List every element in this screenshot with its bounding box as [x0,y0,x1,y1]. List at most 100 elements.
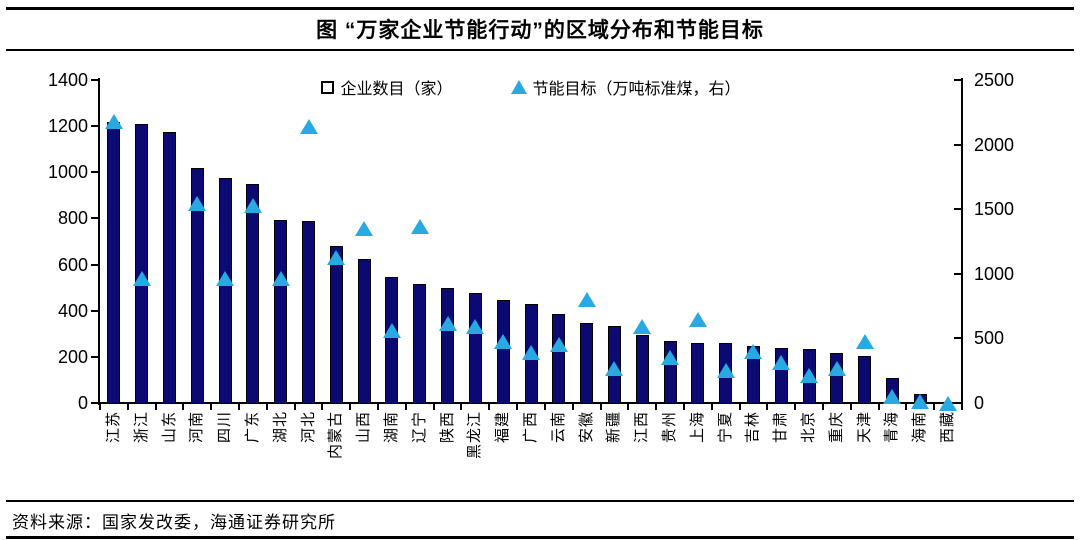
marker-辽宁 [410,219,429,235]
x-label-海南: 海南 [911,411,929,444]
marker-西藏 [939,395,958,411]
bar-江西 [635,334,649,403]
marker-黑龙江 [466,319,485,335]
marker-湖南 [382,322,401,338]
x-label-安徽: 安徽 [577,411,595,444]
bar-福建 [496,300,510,403]
x-label-重庆: 重庆 [827,411,845,444]
x-label-辽宁: 辽宁 [410,411,428,444]
marker-安徽 [577,292,596,308]
source-note: 资料来源：国家发改委，海通证券研究所 [12,513,336,532]
triangle-legend-label: 节能目标（万吨标准煤，右） [532,81,741,98]
marker-甘肃 [772,355,791,371]
title-rule [6,49,1074,51]
bar-黑龙江 [468,293,482,403]
bar-legend-label: 企业数目（家） [340,81,453,98]
marker-海南 [911,394,930,410]
x-tick [821,403,824,410]
marker-广东 [243,197,262,213]
x-label-广东: 广东 [243,411,261,444]
y-left-tick-label: 400 [57,300,88,321]
marker-天津 [855,334,874,350]
bar-浙江 [135,123,149,403]
x-tick [877,403,880,410]
marker-陕西 [438,316,457,332]
x-tick [710,403,713,410]
marker-青海 [883,389,902,405]
triangle-legend-swatch [510,80,527,94]
x-tick [571,403,574,410]
x-label-北京: 北京 [800,411,818,444]
legend-item-bars: 企业数目（家） [321,75,453,99]
x-tick [265,403,268,410]
x-label-湖南: 湖南 [382,411,400,444]
x-label-江苏: 江苏 [104,411,122,444]
y-right-tick-label: 2500 [974,70,1015,90]
legend-item-triangles: 节能目标（万吨标准煤，右） [510,75,741,99]
y-right-tick [954,208,961,211]
x-label-四川: 四川 [216,411,234,444]
x-tick [766,403,769,410]
x-tick [543,403,546,410]
x-label-黑龙江: 黑龙江 [466,411,484,460]
marker-福建 [494,334,513,350]
x-label-甘肃: 甘肃 [772,411,790,444]
x-tick [210,403,213,410]
bar-山西 [357,258,371,403]
bar-内蒙古 [329,246,343,403]
y-left-tick-label: 1400 [47,70,88,90]
marker-河北 [299,119,318,134]
x-label-天津: 天津 [855,411,873,444]
x-tick [682,403,685,410]
x-label-广西: 广西 [522,411,539,444]
bar-四川 [218,178,232,403]
x-tick [488,403,491,410]
x-tick [627,403,630,410]
marker-贵州 [661,350,680,366]
x-tick [738,403,741,410]
x-tick [961,403,963,410]
x-label-山西: 山西 [355,411,373,444]
y-right-tick-label: 500 [974,328,1005,349]
marker-重庆 [827,360,846,376]
x-tick [99,403,101,410]
x-label-新疆: 新疆 [605,411,623,444]
x-tick [377,403,380,410]
x-label-山东: 山东 [160,411,178,444]
y-right-tick [954,337,961,340]
x-label-吉林: 吉林 [744,411,762,444]
bottom-rule [6,536,1074,539]
x-label-内蒙古: 内蒙古 [327,411,345,460]
x-label-青海: 青海 [883,411,901,444]
marker-江西 [633,319,652,335]
y-right-tick-label: 1000 [974,263,1015,284]
chart-legend: 企业数目（家） 节能目标（万吨标准煤，右） [100,76,962,98]
y-left-tick [91,217,98,220]
x-label-西藏: 西藏 [939,411,957,444]
x-tick [238,403,241,410]
marker-上海 [688,311,707,327]
y-left-tick [91,79,98,81]
bar-辽宁 [413,284,427,403]
bar-天津 [858,355,872,403]
x-tick [933,403,936,410]
y-left-tick-label: 200 [57,346,88,367]
x-tick [154,403,157,410]
x-axis [98,402,963,404]
marker-内蒙古 [327,249,346,265]
x-label-河南: 河南 [188,411,206,444]
marker-湖北 [271,270,290,286]
bar-湖北 [274,219,288,403]
bar-上海 [691,342,705,403]
bar-广东 [246,183,260,403]
x-tick [182,403,185,410]
y-left-tick [91,125,98,128]
y-left-tick [91,355,98,358]
bar-安徽 [580,323,594,403]
y-right-tick [954,272,961,275]
bar-湖南 [385,277,399,403]
y-left-tick-label: 800 [57,208,88,229]
x-tick [849,403,852,410]
marker-山西 [355,221,374,237]
y-right-tick [954,79,961,81]
